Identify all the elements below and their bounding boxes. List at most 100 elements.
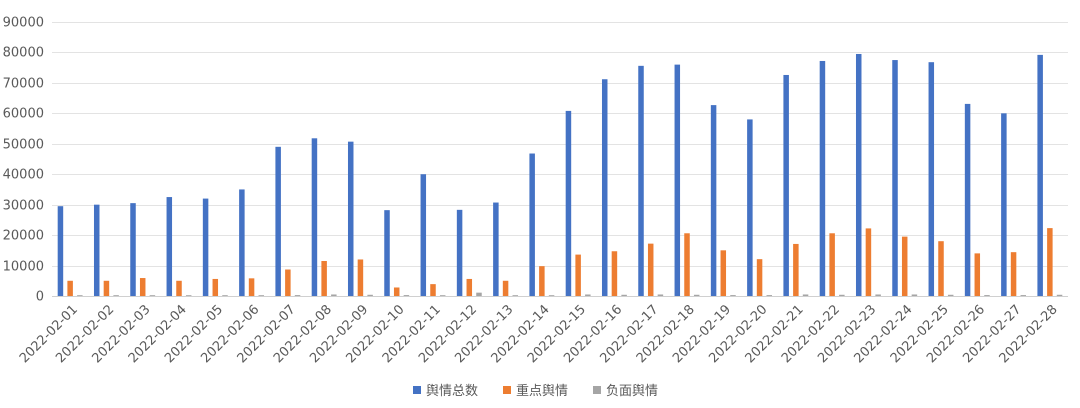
bar-重点舆情-2022-02-20 xyxy=(756,259,763,296)
bar-舆情总数-2022-02-14 xyxy=(529,153,535,296)
bar-负面舆情-2022-02-22 xyxy=(839,294,845,296)
bar-重点舆情-2022-02-07 xyxy=(285,269,291,296)
bar-重点舆情-2022-02-17 xyxy=(647,243,654,296)
bar-负面舆情-2022-02-07 xyxy=(294,295,301,296)
y-axis-ticks: 0 10000 20000 30000 40000 50000 60000 70000 8000… xyxy=(3,16,44,305)
bar-舆情总数-2022-02-18 xyxy=(674,64,681,297)
bar-舆情总数-2022-02-13 xyxy=(493,202,499,296)
bar-负面舆情-2022-02-15 xyxy=(585,294,591,296)
bar-重点舆情-2022-02-05 xyxy=(212,278,219,296)
bar-负面舆情-2022-02-10 xyxy=(403,295,410,296)
bar-重点舆情-2022-02-02 xyxy=(103,280,110,296)
bar-负面舆情-2022-02-24 xyxy=(911,294,918,296)
bar-舆情总数-2022-02-24 xyxy=(892,60,898,297)
bar-舆情总数-2022-02-25 xyxy=(928,62,935,296)
bar-舆情总数-2022-02-21 xyxy=(783,74,789,296)
bar-舆情总数-2022-02-27 xyxy=(1001,113,1007,296)
bar-负面舆情-2022-02-08 xyxy=(331,294,337,296)
gridlines xyxy=(52,22,1068,297)
bar-重点舆情-2022-02-04 xyxy=(176,280,182,296)
bar-重点舆情-2022-02-25 xyxy=(938,241,944,296)
bar-重点舆情-2022-02-11 xyxy=(430,284,436,296)
bar-负面舆情-2022-02-18 xyxy=(693,294,700,296)
y-tick-label: 60000 xyxy=(3,107,44,122)
y-tick-label: 80000 xyxy=(3,46,44,61)
bar-负面舆情-2022-02-19 xyxy=(730,295,736,296)
bar-舆情总数-2022-02-03 xyxy=(130,203,136,296)
legend: 舆情总数 重点舆情 负面舆情 xyxy=(413,383,658,399)
bar-重点舆情-2022-02-22 xyxy=(829,233,835,296)
y-tick-label: 10000 xyxy=(3,260,44,275)
bar-重点舆情-2022-02-16 xyxy=(611,251,618,296)
bar-舆情总数-2022-02-02 xyxy=(93,204,100,296)
bar-重点舆情-2022-02-12 xyxy=(466,278,473,296)
y-tick-label: 90000 xyxy=(3,16,44,31)
bar-负面舆情-2022-02-16 xyxy=(621,294,627,296)
bar-重点舆情-2022-02-21 xyxy=(793,243,799,296)
bar-负面舆情-2022-02-20 xyxy=(766,295,773,296)
bar-负面舆情-2022-02-23 xyxy=(875,294,881,296)
bar-舆情总数-2022-02-01 xyxy=(57,206,64,296)
y-tick-label: 20000 xyxy=(3,229,44,244)
legend-swatch xyxy=(593,386,601,394)
bar-舆情总数-2022-02-08 xyxy=(311,138,318,296)
bar-舆情总数-2022-02-15 xyxy=(565,110,572,297)
bar-重点舆情-2022-02-06 xyxy=(248,278,255,296)
y-tick-label: 70000 xyxy=(3,77,44,92)
bar-舆情总数-2022-02-16 xyxy=(601,79,608,297)
bar-舆情总数-2022-02-09 xyxy=(347,141,354,296)
y-tick-label: 30000 xyxy=(3,199,44,214)
bar-负面舆情-2022-02-09 xyxy=(367,294,373,296)
bar-舆情总数-2022-02-10 xyxy=(384,210,390,296)
bar-负面舆情-2022-02-03 xyxy=(149,295,156,296)
legend-label: 负面舆情 xyxy=(606,384,658,399)
bar-重点舆情-2022-02-03 xyxy=(139,278,146,296)
bar-负面舆情-2022-02-13 xyxy=(512,295,519,296)
bar-负面舆情-2022-02-02 xyxy=(113,295,119,296)
bar-负面舆情-2022-02-26 xyxy=(984,295,990,296)
bar-重点舆情-2022-02-13 xyxy=(502,280,509,296)
bar-负面舆情-2022-02-21 xyxy=(802,294,809,296)
legend-label: 重点舆情 xyxy=(516,383,568,399)
bar-舆情总数-2022-02-07 xyxy=(275,146,281,296)
bar-重点舆情-2022-02-26 xyxy=(974,253,981,296)
bar-舆情总数-2022-02-11 xyxy=(420,174,427,296)
bar-重点舆情-2022-02-19 xyxy=(720,250,727,296)
bar-重点舆情-2022-02-24 xyxy=(901,236,908,296)
bar-重点舆情-2022-02-01 xyxy=(67,280,73,296)
bar-重点舆情-2022-02-09 xyxy=(357,259,364,296)
x-axis-ticks: 2022-02-012022-02-022022-02-032022-02-04… xyxy=(17,302,1061,366)
y-tick-label: 50000 xyxy=(3,138,44,153)
bar-负面舆情-2022-02-28 xyxy=(1056,294,1063,296)
legend-swatch xyxy=(413,386,421,394)
bar-负面舆情-2022-02-05 xyxy=(222,295,228,296)
bar-舆情总数-2022-02-23 xyxy=(855,53,862,296)
bar-重点舆情-2022-02-28 xyxy=(1047,228,1053,296)
bar-负面舆情-2022-02-06 xyxy=(258,295,265,296)
bar-舆情总数-2022-02-04 xyxy=(166,197,173,296)
bar-重点舆情-2022-02-18 xyxy=(684,233,690,296)
bar-重点舆情-2022-02-23 xyxy=(865,228,872,296)
bar-重点舆情-2022-02-15 xyxy=(575,254,581,296)
bar-负面舆情-2022-02-17 xyxy=(657,294,664,296)
bar-重点舆情-2022-02-08 xyxy=(321,260,327,296)
bar-舆情总数-2022-02-06 xyxy=(239,189,245,296)
bar-重点舆情-2022-02-27 xyxy=(1010,252,1017,296)
legend-swatch xyxy=(503,386,511,394)
bar-舆情总数-2022-02-05 xyxy=(202,198,209,296)
y-tick-label: 40000 xyxy=(3,168,44,183)
bar-舆情总数-2022-02-20 xyxy=(747,119,753,296)
bar-重点舆情-2022-02-14 xyxy=(539,266,545,296)
bar-舆情总数-2022-02-28 xyxy=(1037,54,1043,296)
bar-舆情总数-2022-02-19 xyxy=(710,105,717,296)
bar-负面舆情-2022-02-04 xyxy=(185,295,192,296)
bar-重点舆情-2022-02-10 xyxy=(393,287,400,296)
bar-舆情总数-2022-02-12 xyxy=(456,209,463,296)
bar-负面舆情-2022-02-27 xyxy=(1020,295,1027,296)
bar-负面舆情-2022-02-11 xyxy=(439,295,446,296)
bar-舆情总数-2022-02-26 xyxy=(964,103,971,297)
bar-舆情总数-2022-02-22 xyxy=(819,60,826,296)
bar-舆情总数-2022-02-17 xyxy=(638,65,644,296)
